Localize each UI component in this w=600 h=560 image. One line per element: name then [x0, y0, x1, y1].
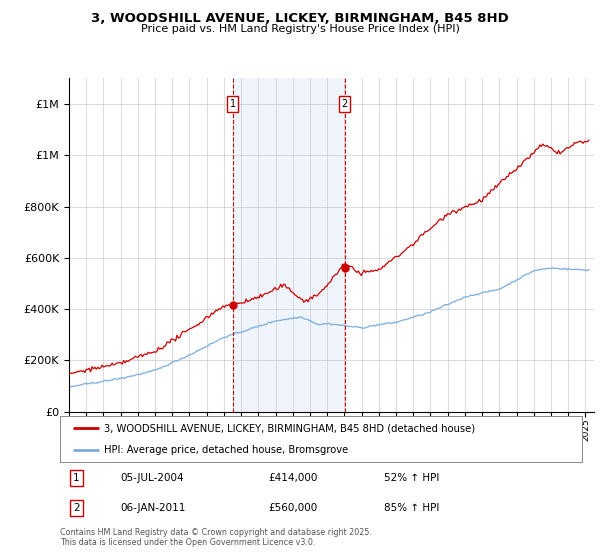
Text: 52% ↑ HPI: 52% ↑ HPI: [383, 473, 439, 483]
Text: 1: 1: [73, 473, 80, 483]
Text: 2: 2: [341, 99, 348, 109]
Text: 3, WOODSHILL AVENUE, LICKEY, BIRMINGHAM, B45 8HD: 3, WOODSHILL AVENUE, LICKEY, BIRMINGHAM,…: [91, 12, 509, 25]
Text: 06-JAN-2011: 06-JAN-2011: [120, 503, 185, 513]
Text: Contains HM Land Registry data © Crown copyright and database right 2025.
This d: Contains HM Land Registry data © Crown c…: [60, 528, 372, 547]
Text: £560,000: £560,000: [269, 503, 318, 513]
Text: Price paid vs. HM Land Registry's House Price Index (HPI): Price paid vs. HM Land Registry's House …: [140, 24, 460, 34]
Text: £414,000: £414,000: [269, 473, 318, 483]
Text: 85% ↑ HPI: 85% ↑ HPI: [383, 503, 439, 513]
Text: 05-JUL-2004: 05-JUL-2004: [120, 473, 184, 483]
Text: HPI: Average price, detached house, Bromsgrove: HPI: Average price, detached house, Brom…: [104, 445, 349, 455]
Text: 1: 1: [230, 99, 236, 109]
Text: 2: 2: [73, 503, 80, 513]
Bar: [233, 78, 344, 412]
Text: 3, WOODSHILL AVENUE, LICKEY, BIRMINGHAM, B45 8HD (detached house): 3, WOODSHILL AVENUE, LICKEY, BIRMINGHAM,…: [104, 423, 475, 433]
